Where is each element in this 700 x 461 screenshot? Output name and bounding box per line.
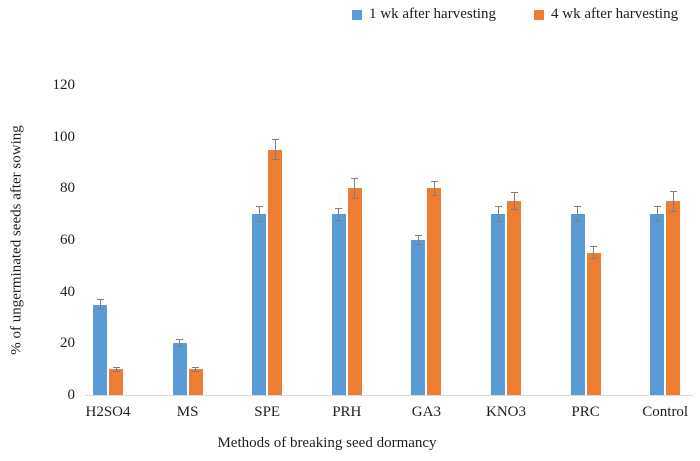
y-tick-label: 80 (60, 180, 75, 197)
bar-series-1 (650, 214, 665, 395)
bar-series-1 (411, 240, 426, 395)
bar-series-2 (666, 201, 681, 395)
x-category-label: PRC (571, 404, 600, 420)
bar-series-2 (268, 149, 283, 395)
bar-series-2 (109, 369, 123, 395)
legend-label-series-1: 1 wk after harvesting (369, 6, 497, 22)
error-bar (414, 234, 422, 246)
bar-series-1 (172, 343, 187, 395)
error-bar (590, 246, 598, 260)
bar-series-2 (507, 201, 521, 395)
bar-series-2 (586, 252, 601, 395)
legend-swatch-blue-icon (352, 9, 362, 20)
error-bar (335, 207, 343, 221)
x-category-label: SPE (254, 404, 281, 420)
bar-series-1 (93, 304, 107, 395)
bar-series-1 (570, 214, 585, 395)
y-tick-label: 0 (67, 387, 76, 403)
legend-swatch-orange-icon (534, 9, 545, 20)
x-axis-title: Methods of breaking seed dormancy (217, 435, 437, 451)
error-bar (192, 366, 200, 372)
plot-area: 0 20 40 60 80 100 120 H2SO4 MS SPE PRH GA3 KNO3 PRC Co… (53, 77, 693, 420)
y-tick-label: 20 (60, 335, 75, 352)
error-bar (669, 190, 677, 212)
error-bar (96, 299, 104, 310)
legend-item-series-1: 1 wk after harvesting (352, 6, 496, 23)
y-tick-label: 40 (60, 283, 75, 300)
y-tick-label: 120 (52, 77, 76, 93)
bar-series-2 (427, 188, 442, 395)
chart-legend: 1 wk after harvesting 4 wk after harvest… (352, 6, 678, 23)
error-bar (351, 178, 359, 199)
error-bar (574, 206, 582, 222)
legend-item-series-2: 4 wk after harvesting (534, 6, 678, 23)
error-bar (112, 366, 120, 372)
error-bar (430, 180, 438, 197)
bar-series-2 (347, 188, 362, 395)
error-bar (510, 192, 518, 211)
error-bar (271, 139, 279, 160)
error-bar (494, 206, 502, 222)
x-category-label: GA3 (411, 404, 441, 420)
y-axis-title: % of ungerminated seeds after sowing (8, 125, 25, 355)
bar-series-2 (188, 369, 203, 395)
x-category-label: Control (642, 404, 689, 420)
error-bar (653, 206, 661, 222)
bar-series-1 (252, 214, 267, 395)
bar-series-1 (491, 214, 505, 395)
x-category-label: KNO3 (486, 404, 526, 420)
x-category-label: PRH (332, 404, 362, 420)
y-tick-label: 100 (52, 128, 76, 145)
x-category-label: MS (176, 404, 199, 420)
y-tick-label: 60 (60, 232, 75, 248)
error-bar (176, 339, 184, 348)
x-category-label: H2SO4 (85, 404, 131, 420)
error-bar (255, 206, 263, 222)
bar-series-1 (331, 214, 346, 395)
legend-label-series-2: 4 wk after harvesting (551, 6, 679, 22)
